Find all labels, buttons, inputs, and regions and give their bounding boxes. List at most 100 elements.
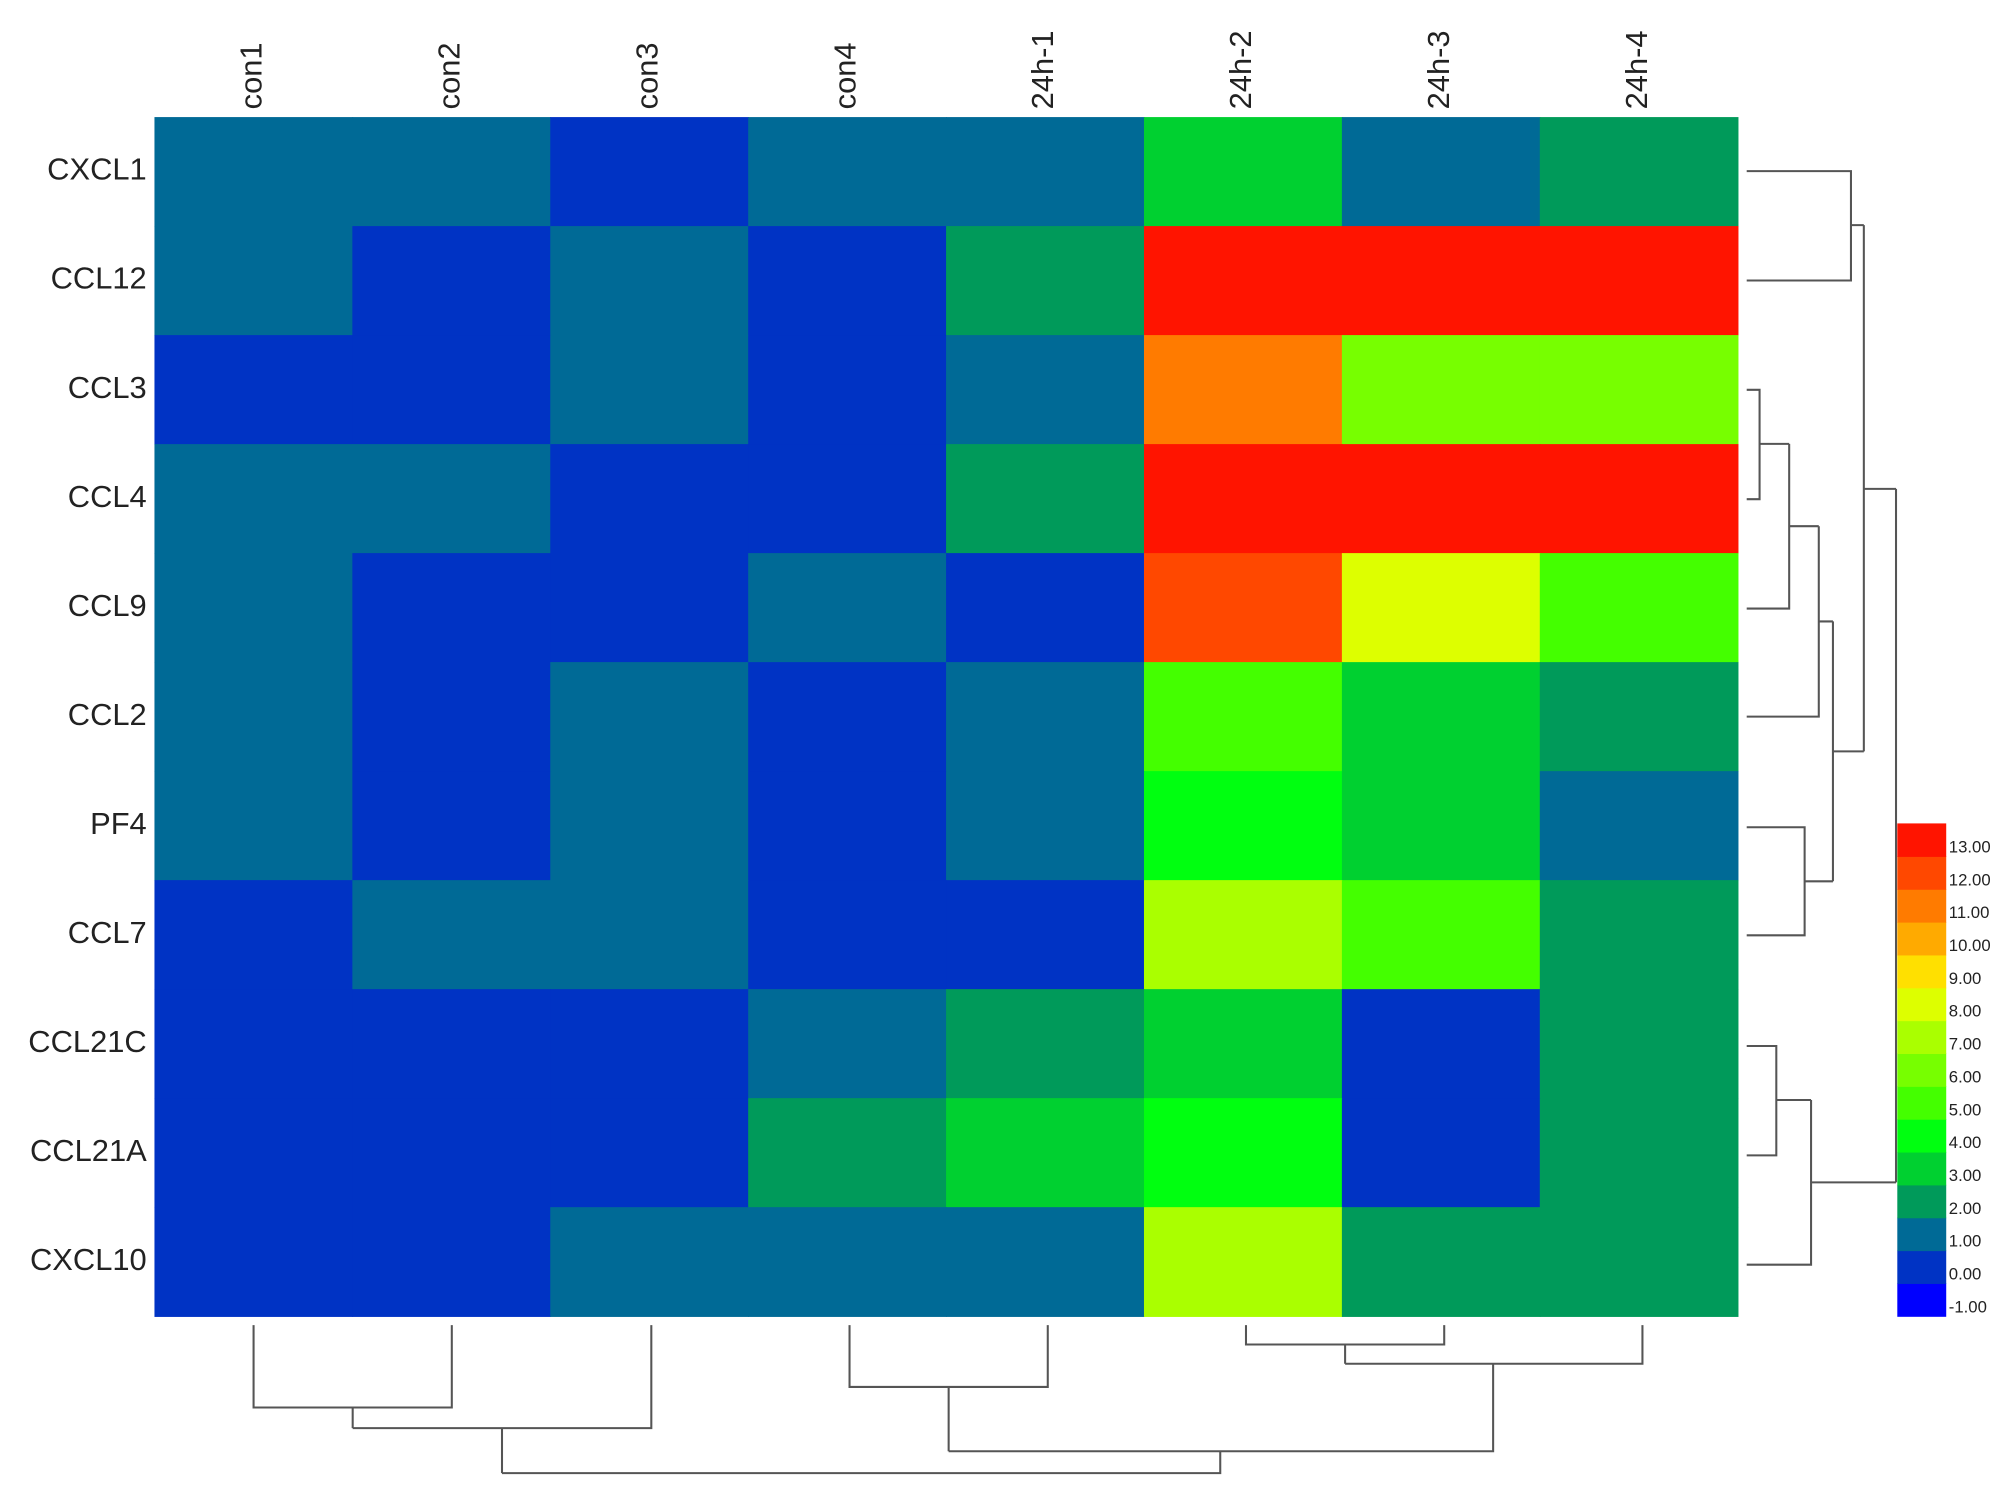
legend-swatch (1897, 1053, 1947, 1087)
legend-swatch (1897, 1250, 1947, 1284)
heatmap-cell (1143, 117, 1343, 227)
heatmap-cell (154, 1098, 354, 1208)
legend-label: 9.00 (1949, 969, 1982, 988)
legend-label: -1.00 (1949, 1297, 1987, 1316)
heatmap-cell (352, 880, 552, 990)
legend-label: 13.00 (1949, 837, 1991, 856)
heatmap-cells (154, 117, 1739, 1317)
legend-label: 7.00 (1949, 1035, 1982, 1054)
heatmap-cell (748, 553, 947, 663)
row-label: CXCL10 (30, 1242, 147, 1277)
heatmap-cell (1539, 1207, 1739, 1317)
legend-label: 12.00 (1949, 870, 1991, 889)
heatmap-cell (1341, 553, 1541, 663)
legend-label: 4.00 (1949, 1133, 1982, 1152)
heatmap-cell (550, 989, 749, 1099)
row-label: CCL9 (68, 588, 147, 623)
legend-label: 10.00 (1949, 936, 1991, 955)
legend-swatch (1897, 1151, 1947, 1186)
column-label: con1 (234, 42, 269, 109)
heatmap-cell (946, 117, 1145, 227)
heatmap-cell (748, 989, 947, 1099)
heatmap-cell (1539, 989, 1739, 1099)
heatmap-cell (1143, 444, 1343, 554)
heatmap-cell (154, 771, 354, 881)
row-label: CCL2 (68, 697, 147, 732)
heatmap-cell (1143, 771, 1343, 881)
heatmap-cell (946, 1098, 1145, 1208)
row-label: CCL4 (68, 479, 147, 514)
legend-swatch (1897, 954, 1947, 989)
heatmap-cell (748, 662, 947, 772)
row-label: CCL21A (30, 1133, 147, 1168)
heatmap-cell (550, 117, 749, 227)
column-label: 24h-2 (1223, 30, 1258, 109)
heatmap-cell (1341, 226, 1541, 336)
column-dendrogram (252, 1325, 1644, 1475)
column-label: 24h-1 (1025, 30, 1060, 109)
heatmap-cell (154, 553, 354, 663)
heatmap-cell (154, 444, 354, 554)
row-label: CCL12 (51, 261, 147, 296)
row-label: PF4 (90, 806, 147, 841)
heatmap-cell (1539, 226, 1739, 336)
column-label: con3 (629, 42, 664, 109)
legend-swatch (1897, 889, 1947, 923)
heatmap-cell (550, 880, 749, 990)
heatmap-cell (550, 335, 749, 445)
legend-swatch (1897, 1283, 1947, 1317)
heatmap-cell (1539, 662, 1739, 772)
legend-swatch (1897, 1217, 1947, 1252)
heatmap-cell (1143, 989, 1343, 1099)
heatmap-cell (1341, 117, 1541, 227)
heatmap-cell (1341, 662, 1541, 772)
legend-label: 0.00 (1949, 1265, 1982, 1284)
legend-label: 6.00 (1949, 1067, 1982, 1086)
heatmap-cell (154, 989, 354, 1099)
heatmap-cell (946, 989, 1145, 1099)
heatmap-cell (1341, 771, 1541, 881)
heatmap-cell (1539, 117, 1739, 227)
legend-swatch (1897, 856, 1947, 890)
heatmap-cell (946, 771, 1145, 881)
row-dendrogram (1746, 170, 1898, 1266)
heatmap-cell (1539, 553, 1739, 663)
heatmap-cell (1539, 335, 1739, 445)
heatmap-cell (946, 226, 1145, 336)
legend-swatch (1897, 1086, 1947, 1120)
heatmap-cell (748, 1098, 947, 1208)
heatmap-cell (352, 335, 552, 445)
heatmap-cell (550, 1098, 749, 1208)
heatmap-cell (748, 335, 947, 445)
heatmap-cell (1539, 444, 1739, 554)
heatmap-cell (748, 226, 947, 336)
heatmap-cell (1143, 553, 1343, 663)
heatmap-cell (748, 117, 947, 227)
legend-label: 8.00 (1949, 1002, 1982, 1021)
legend-swatch (1897, 987, 1947, 1022)
heatmap-cell (352, 444, 552, 554)
heatmap-cell (352, 1098, 552, 1208)
column-label: con4 (827, 42, 862, 109)
row-label: CCL21C (28, 1024, 146, 1059)
heatmap-cell (946, 880, 1145, 990)
heatmap-cell (154, 335, 354, 445)
heatmap-cell (946, 553, 1145, 663)
column-label: 24h-3 (1421, 30, 1456, 109)
heatmap-cell (748, 444, 947, 554)
legend-swatch (1897, 921, 1947, 956)
heatmap-cell (154, 117, 354, 227)
legend-label: 1.00 (1949, 1232, 1982, 1251)
heatmap-cell (352, 226, 552, 336)
heatmap-cell (550, 771, 749, 881)
heatmap-cell (550, 226, 749, 336)
heatmap-cell (1143, 335, 1343, 445)
heatmap-cell (1341, 1098, 1541, 1208)
heatmap-cell (352, 1207, 552, 1317)
heatmap-cell (550, 553, 749, 663)
heatmap-cell (1143, 226, 1343, 336)
heatmap-cell (748, 1207, 947, 1317)
heatmap-cell (946, 1207, 1145, 1317)
heatmap-cell (1143, 662, 1343, 772)
